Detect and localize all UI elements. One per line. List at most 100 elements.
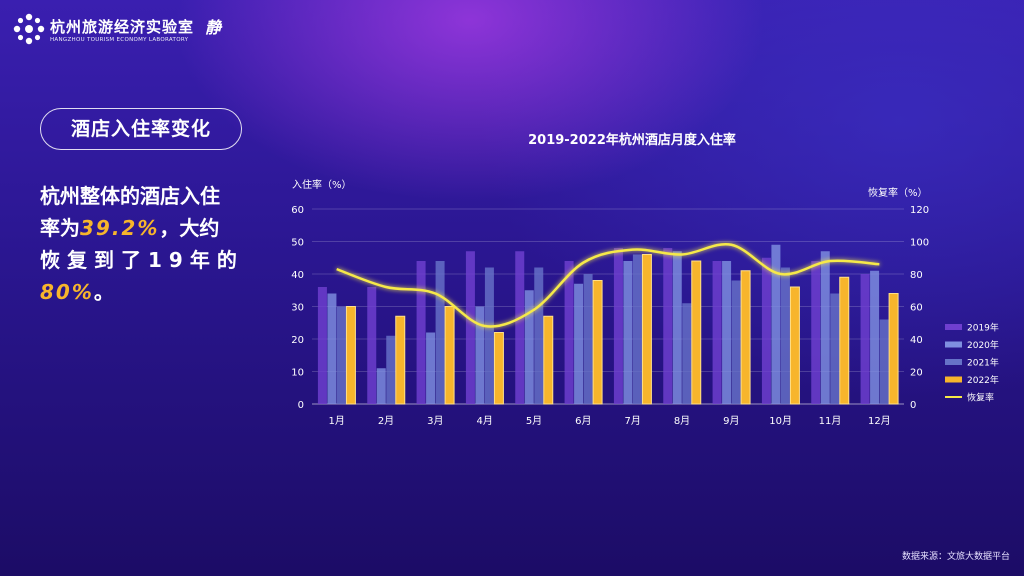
insight-line: 杭州整体的酒店入住	[40, 180, 255, 212]
insight-text-1: 杭州整体的酒店入住	[40, 184, 220, 208]
y-axis-label: 入住率（%）	[292, 178, 352, 191]
bar-2020年	[722, 261, 732, 404]
y-tick-label: 20	[291, 335, 304, 346]
bar-2022年	[789, 286, 800, 405]
bar-2022年	[395, 315, 406, 405]
insight-text-2b: ，大约	[159, 216, 220, 240]
x-tick-label: 2月	[378, 415, 394, 427]
bar-2020年	[623, 261, 633, 404]
bar-2019年	[416, 261, 426, 404]
legend-label: 2019年	[967, 322, 999, 334]
legend-label: 恢复率	[967, 392, 994, 404]
bar-2022年	[888, 293, 899, 405]
bar-2019年	[465, 251, 475, 404]
bar-2021年	[435, 261, 445, 404]
y-tick-label: 0	[298, 400, 304, 411]
y-tick-label: 40	[291, 270, 304, 281]
y-tick-label: 30	[291, 303, 304, 314]
bar-2022年	[345, 306, 356, 405]
bar-2022年	[592, 280, 603, 405]
bar-2019年	[712, 261, 722, 404]
mode-label: 静	[205, 18, 222, 37]
bar-2021年	[632, 254, 642, 404]
insight-text-2a: 率为	[40, 216, 80, 240]
bar-2022年	[444, 306, 455, 405]
x-tick-label: 1月	[328, 415, 344, 427]
legend-swatch	[945, 324, 962, 330]
bar-2020年	[327, 293, 337, 404]
recovery-highlight: 80%	[40, 280, 94, 304]
bar-2021年	[336, 306, 346, 404]
bar-2022年	[740, 270, 751, 405]
legend-label: 2022年	[967, 374, 999, 386]
grid-lines	[312, 208, 904, 405]
y2-tick-label: 80	[910, 270, 923, 281]
section-title-pill: 酒店入住率变化	[40, 108, 242, 150]
axis-ticks: 0 10 20 30 40 50 60 0 20 40 60 80 100 120 1月 2月 3月 4月 5月 6月…	[291, 205, 929, 427]
insight-line: 率为39.2%，大约	[40, 212, 255, 244]
bar-2021年	[780, 267, 790, 404]
bar-2021年	[830, 293, 840, 404]
bar-2020年	[426, 332, 436, 404]
y2-tick-label: 0	[910, 400, 916, 411]
bar-2020年	[376, 368, 386, 404]
bar-2019年	[811, 261, 821, 404]
insight-text-4b: 。	[93, 280, 114, 304]
data-source-note: 数据来源：文旅大数据平台	[901, 552, 1010, 562]
bar-2021年	[534, 267, 544, 404]
bar-2020年	[771, 244, 781, 404]
bar-2020年	[672, 251, 682, 404]
recovery-rate-line	[336, 242, 880, 328]
insight-text-3: 恢复到了19年的	[40, 248, 244, 272]
bar-2021年	[879, 319, 889, 404]
x-tick-label: 10月	[769, 415, 792, 427]
y-tick-label: 60	[291, 205, 304, 216]
logo-mark-icon	[13, 13, 45, 45]
bar-2020年	[870, 270, 880, 404]
logo-text-cn: 杭州旅游经济实验室	[50, 18, 195, 36]
bar-2019年	[663, 248, 673, 404]
recovery-line	[336, 242, 880, 328]
chart-title: 2019-2022年杭州酒店月度入住率	[528, 132, 736, 148]
bar-2021年	[583, 274, 593, 404]
lab-logo: 杭州旅游经济实验室 HANGZHOU TOURISM ECONOMY LABOR…	[12, 10, 193, 50]
y-tick-label: 50	[291, 238, 304, 249]
x-tick-label: 4月	[476, 415, 492, 427]
x-tick-label: 11月	[819, 415, 842, 427]
bar-2021年	[682, 303, 692, 404]
bar-2020年	[524, 290, 534, 404]
y2-tick-label: 120	[910, 205, 929, 216]
bar-2019年	[761, 257, 771, 404]
bar-2022年	[493, 332, 504, 405]
bar-2020年	[475, 306, 485, 404]
bar-2021年	[484, 267, 494, 404]
bar-2022年	[543, 315, 554, 405]
insight-text: 杭州整体的酒店入住 率为39.2%，大约 恢复到了19年的 80%。	[40, 180, 255, 308]
insight-line: 80%。	[40, 276, 255, 308]
bar-2022年	[641, 254, 652, 405]
legend-label: 2020年	[967, 339, 999, 351]
legend-swatch	[945, 359, 962, 365]
bar-2021年	[731, 280, 741, 404]
bar-2019年	[613, 248, 623, 404]
bar-2022年	[839, 276, 850, 405]
legend-swatch	[945, 376, 962, 383]
bar-2019年	[515, 251, 525, 404]
y2-axis-label: 恢复率（%）	[868, 186, 928, 199]
x-tick-label: 6月	[575, 415, 591, 427]
insight-line: 恢复到了19年的	[40, 244, 255, 276]
x-tick-label: 3月	[427, 415, 443, 427]
occupancy-highlight: 39.2%	[80, 216, 160, 240]
x-tick-label: 12月	[868, 415, 891, 427]
x-tick-label: 5月	[526, 415, 542, 427]
y2-tick-label: 20	[910, 368, 923, 379]
y-tick-label: 10	[291, 368, 304, 379]
y2-tick-label: 100	[910, 238, 929, 249]
bar-2019年	[564, 261, 574, 404]
y2-tick-label: 60	[910, 303, 923, 314]
bar-2019年	[860, 274, 870, 404]
x-tick-label: 8月	[674, 415, 690, 427]
x-tick-label: 7月	[624, 415, 640, 427]
